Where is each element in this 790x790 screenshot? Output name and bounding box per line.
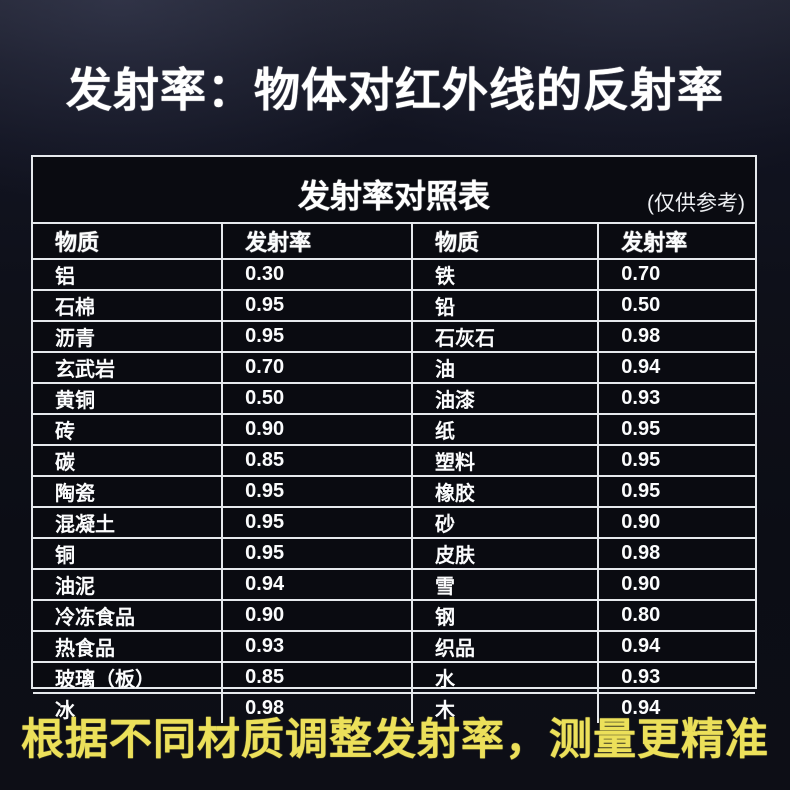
material-cell: 橡胶 [411,475,599,507]
material-cell: 石棉 [33,289,223,321]
emissivity-cell: 0.70 [221,351,413,383]
material-cell: 木 [411,692,599,723]
material-cell: 热食品 [33,630,223,662]
table-row: 冰 0.98 木 0.94 [33,692,755,723]
material-cell: 钢 [411,599,599,631]
material-cell: 雪 [411,568,599,600]
emissivity-cell: 0.90 [597,506,755,538]
emissivity-cell: 0.50 [221,382,413,414]
material-cell: 铅 [411,289,599,321]
page-title: 发射率：物体对红外线的反射率 [66,64,724,116]
table-note: (仅供参考) [647,192,745,215]
material-cell: 砖 [33,413,223,445]
material-cell: 黄铜 [33,382,223,414]
material-cell: 砂 [411,506,599,538]
material-cell: 石灰石 [411,320,599,352]
table-row: 热食品 0.93 织品 0.94 [33,630,755,662]
material-cell: 油漆 [411,382,599,414]
emissivity-cell: 0.98 [221,692,413,723]
emissivity-cell: 0.95 [221,320,413,352]
emissivity-cell: 0.95 [597,475,755,507]
emissivity-cell: 0.95 [221,289,413,321]
material-cell: 玄武岩 [33,351,223,383]
table-row: 砖 0.90 纸 0.95 [33,413,755,445]
table-row: 沥青 0.95 石灰石 0.98 [33,320,755,352]
column-header: 物质 [33,222,223,259]
emissivity-cell: 0.94 [221,568,413,600]
table-row: 混凝土 0.95 砂 0.90 [33,506,755,538]
emissivity-cell: 0.98 [597,537,755,569]
emissivity-cell: 0.85 [221,444,413,476]
emissivity-cell: 0.95 [221,537,413,569]
material-cell: 冷冻食品 [33,599,223,631]
table-row: 石棉 0.95 铅 0.50 [33,289,755,321]
emissivity-cell: 0.94 [597,630,755,662]
emissivity-cell: 0.98 [597,320,755,352]
column-header: 发射率 [221,222,413,259]
material-cell: 碳 [33,444,223,476]
material-cell: 油 [411,351,599,383]
material-cell: 油泥 [33,568,223,600]
table-row: 油泥 0.94 雪 0.90 [33,568,755,600]
table-title: 发射率对照表 [297,178,490,214]
column-header: 物质 [411,222,599,259]
material-cell: 沥青 [33,320,223,352]
material-cell: 铜 [33,537,223,569]
emissivity-cell: 0.95 [221,475,413,507]
emissivity-cell: 0.50 [597,289,755,321]
column-header: 发射率 [597,222,755,259]
emissivity-cell: 0.93 [597,382,755,414]
emissivity-cell: 0.85 [221,661,413,693]
emissivity-cell: 0.90 [597,568,755,600]
table-header-row: 物质 发射率 物质 发射率 [33,222,755,259]
emissivity-cell: 0.70 [597,258,755,290]
material-cell: 塑料 [411,444,599,476]
table-row: 玄武岩 0.70 油 0.94 [33,351,755,383]
emissivity-table: 发射率对照表 (仅供参考) 物质 发射率 物质 发射率 铝 0.30 铁 0.70 石棉 0.9… [31,155,757,723]
emissivity-cell: 0.95 [597,413,755,445]
table-row: 冷冻食品 0.90 钢 0.80 [33,599,755,631]
emissivity-cell: 0.94 [597,692,755,723]
emissivity-cell: 0.95 [597,444,755,476]
material-cell: 织品 [411,630,599,662]
material-cell: 玻璃（板） [33,661,223,693]
material-cell: 陶瓷 [33,475,223,507]
material-cell: 水 [411,661,599,693]
material-cell: 纸 [411,413,599,445]
material-cell: 混凝土 [33,506,223,538]
material-cell: 铝 [33,258,223,290]
emissivity-cell: 0.90 [221,413,413,445]
material-cell: 皮肤 [411,537,599,569]
table-body: 铝 0.30 铁 0.70 石棉 0.95 铅 0.50 沥青 0.95 石灰石 0.98 玄武岩 0.7… [33,258,755,723]
table-row: 陶瓷 0.95 橡胶 0.95 [33,475,755,507]
table-row: 黄铜 0.50 油漆 0.93 [33,382,755,414]
emissivity-cell: 0.30 [221,258,413,290]
material-cell: 铁 [411,258,599,290]
table-row: 铜 0.95 皮肤 0.98 [33,537,755,569]
emissivity-cell: 0.93 [221,630,413,662]
emissivity-cell: 0.90 [221,599,413,631]
table-row: 碳 0.85 塑料 0.95 [33,444,755,476]
emissivity-cell: 0.95 [221,506,413,538]
emissivity-cell: 0.80 [597,599,755,631]
material-cell: 冰 [33,692,223,723]
emissivity-cell: 0.94 [597,351,755,383]
footer-note: 根据不同材质调整发射率，测量更精准 [21,716,769,764]
emissivity-grid: 物质 发射率 物质 发射率 铝 0.30 铁 0.70 石棉 0.95 铅 0.50 沥青 0.95 石灰… [33,222,755,723]
table-row: 铝 0.30 铁 0.70 [33,258,755,290]
emissivity-cell: 0.93 [597,661,755,693]
table-row: 玻璃（板） 0.85 水 0.93 [33,661,755,693]
table-title-row: 发射率对照表 (仅供参考) [33,157,755,222]
